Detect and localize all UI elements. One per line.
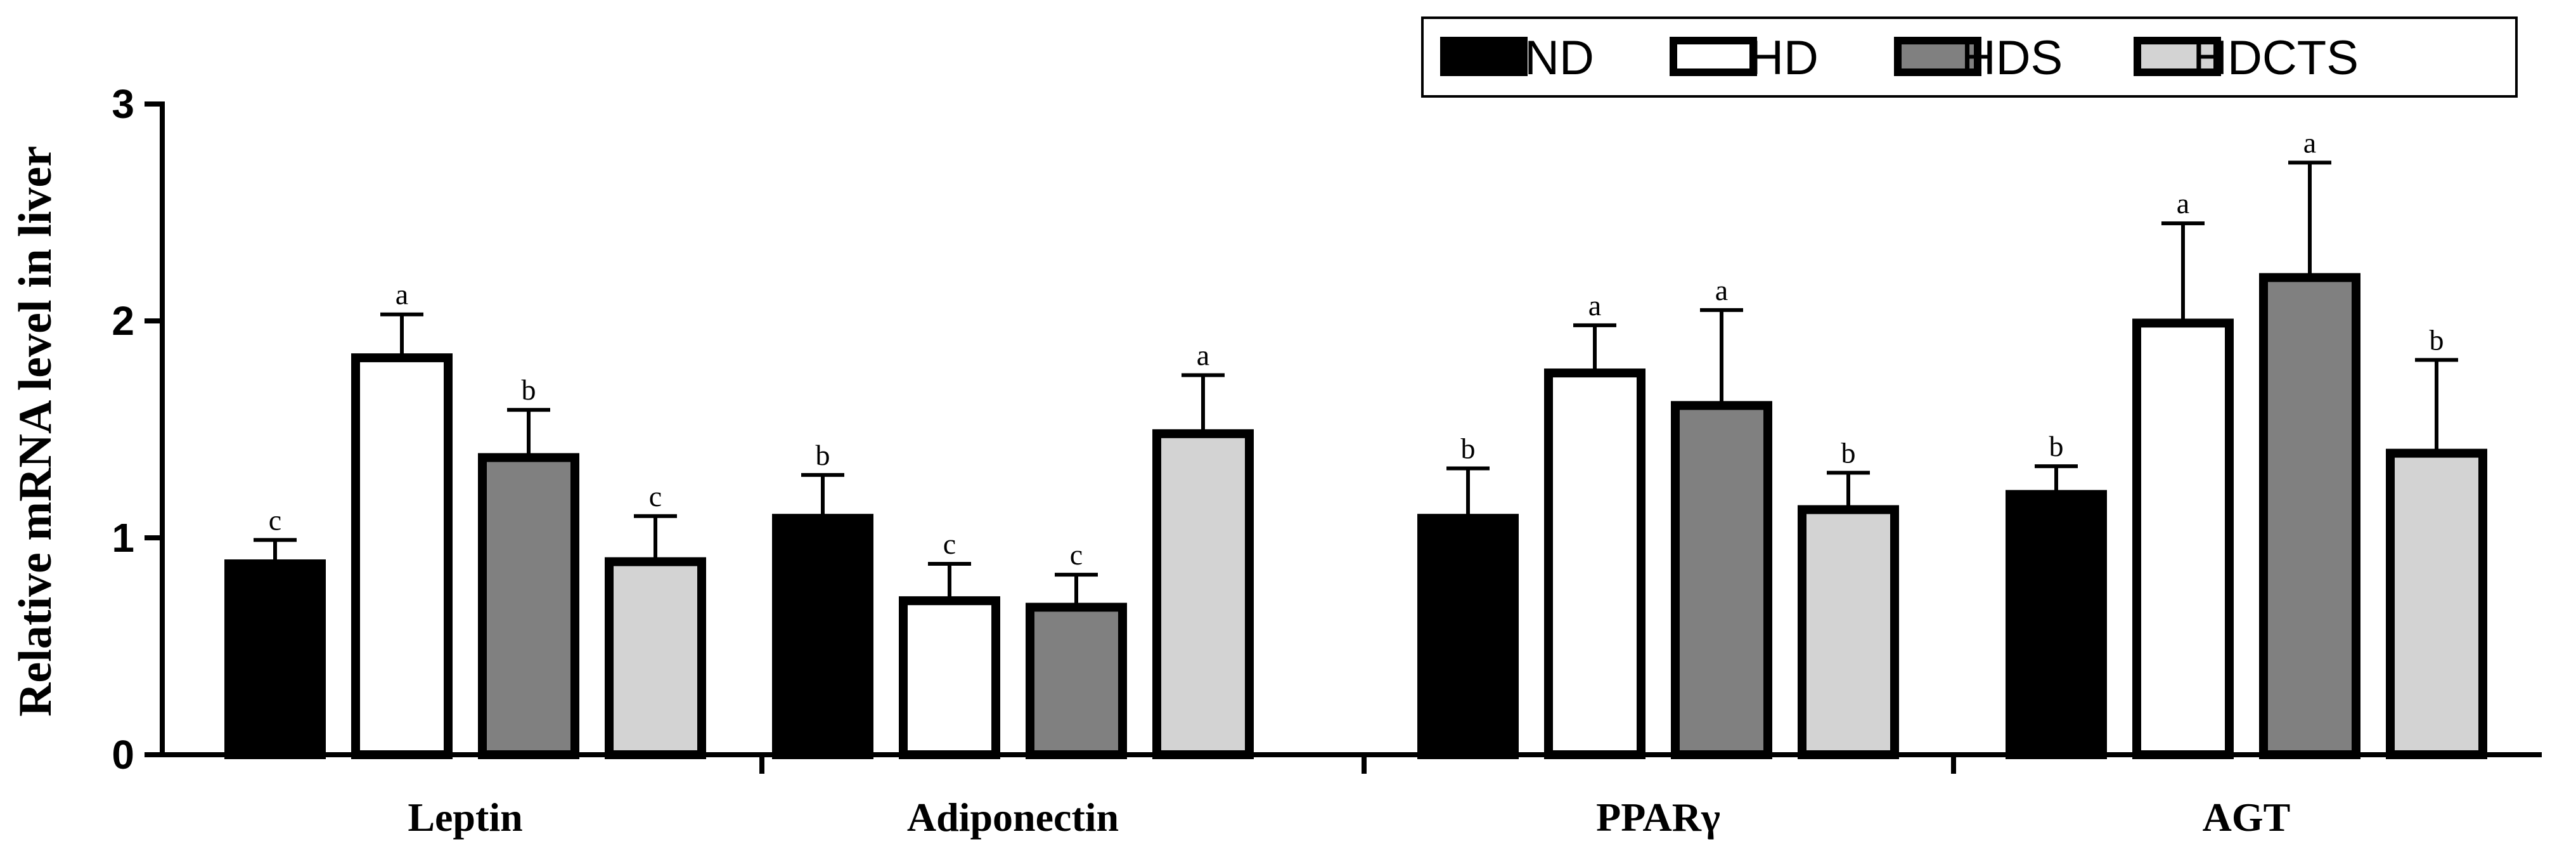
significance-label: b [522, 374, 536, 406]
legend-swatch-hd [1670, 37, 1757, 76]
significance-label: a [396, 278, 408, 311]
legend-label-nd: ND [1524, 31, 1594, 85]
legend-swatch-hdcts [2134, 37, 2221, 76]
bar-hd-2 [1544, 368, 1645, 759]
significance-label: c [269, 504, 281, 536]
legend-label-hds: HDS [1961, 31, 2063, 85]
significance-label: a [2303, 126, 2316, 159]
bar-hdcts-0 [605, 557, 706, 759]
x-tick-label: AGT [2203, 795, 2291, 840]
significance-label: b [1841, 436, 1856, 469]
significance-label: b [2430, 324, 2444, 356]
bar-hds-1 [1026, 603, 1127, 759]
bar-hdcts-1 [1152, 429, 1254, 760]
significance-label: c [943, 528, 956, 560]
x-tick-label: Adiponectin [907, 795, 1119, 840]
bars: c a b c b c c a b a a b b a a b [224, 126, 2487, 760]
bar-hds-2 [1671, 401, 1772, 759]
x-tick-label: PPARγ [1596, 795, 1720, 840]
y-axis: 0 1 2 3 [112, 81, 165, 778]
y-tick-label: 0 [112, 732, 134, 778]
bar-hd-0 [351, 353, 453, 759]
legend-label-hd: HD [1749, 31, 1819, 85]
x-axis: Leptin Adiponectin PPARγ AGT [160, 752, 2542, 840]
bar-hd-1 [899, 596, 1000, 759]
bar-hdcts-3 [2386, 448, 2487, 759]
significance-label: a [2177, 187, 2189, 219]
bar-nd-1 [772, 514, 873, 759]
significance-label: b [816, 439, 830, 471]
bar-hds-3 [2259, 273, 2360, 760]
bar-hd-3 [2132, 318, 2234, 760]
significance-label: b [1461, 433, 1476, 465]
significance-label: a [1715, 274, 1728, 306]
significance-label: c [649, 480, 662, 512]
significance-label: a [1588, 289, 1601, 322]
significance-label: b [2049, 430, 2064, 462]
bar-nd-2 [1417, 514, 1519, 759]
x-tick-label: Leptin [408, 795, 522, 840]
legend-swatch-hds [1894, 37, 1981, 76]
bar-nd-0 [224, 559, 326, 759]
bar-hds-0 [478, 453, 579, 760]
significance-label: c [1070, 538, 1083, 571]
significance-label: a [1197, 339, 1209, 372]
legend-label-hdcts: HDCTS [2193, 31, 2359, 85]
legend: ND HD HDS HDCTS [1421, 16, 2518, 98]
bar-nd-3 [2006, 490, 2107, 759]
bar-hdcts-2 [1798, 505, 1899, 759]
y-tick-label: 2 [112, 298, 134, 344]
y-axis-label: Relative mRNA level in liver [10, 146, 61, 717]
y-tick-label: 3 [112, 81, 134, 127]
y-tick-label: 1 [112, 515, 134, 561]
legend-swatch-nd [1440, 37, 1528, 76]
